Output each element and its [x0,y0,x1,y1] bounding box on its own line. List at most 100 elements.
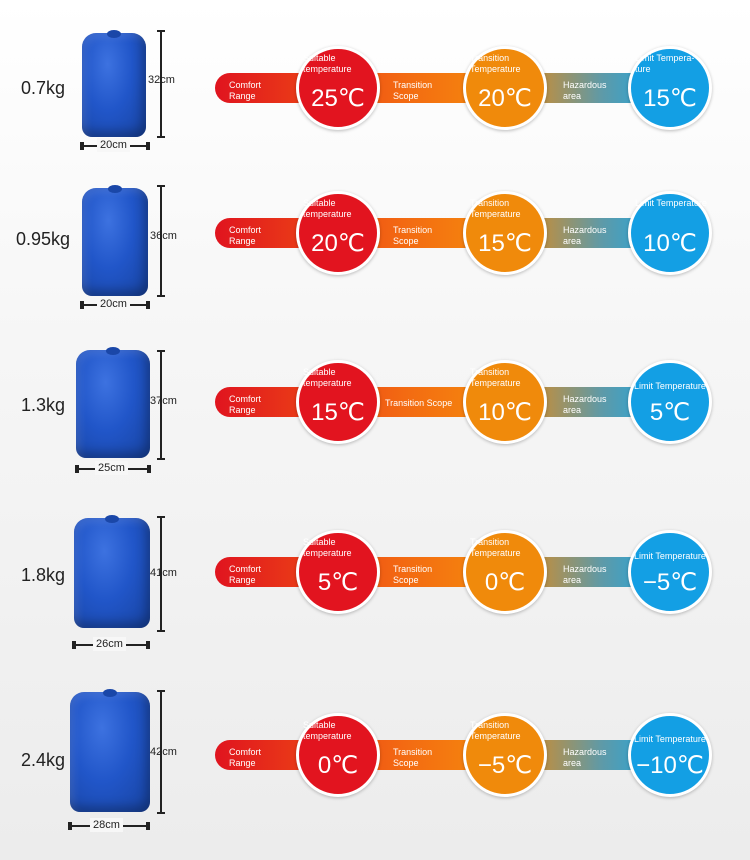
spec-row-3: 1.8kg 41cm 26cm Comfort Range Transition… [0,490,750,660]
width-label: 26cm [93,637,126,651]
transition-scope-label: Transition Scope [393,80,433,101]
width-label: 25cm [95,461,128,475]
limit-temperature-circle: Limit Tempera- ture 15℃ [628,46,712,130]
suitable-temperature-value: 5℃ [317,569,359,596]
comfort-range-label: Comfort Range [229,225,262,246]
comfort-range-label: Comfort Range [229,564,262,585]
limit-temperature-title: Limit Temperature [634,551,706,561]
sleeping-bag-icon [70,689,150,812]
limit-temperature-title: Limit Temperature [634,381,706,391]
suitable-temperature-circle: Suitable temperature 25℃ [296,46,380,130]
width-dimension-line: 26cm [72,637,150,651]
suitable-temperature-title: Suitable temperature [303,53,352,74]
weight-label: 1.3kg [20,395,66,415]
hazardous-area-label: Hazardous area [563,394,607,415]
transition-temperature-value: −5℃ [477,752,533,779]
transition-temperature-title: Transition Temperature [470,537,521,558]
suitable-temperature-title: Suitable temperature [303,198,352,219]
transition-scope-label: Transition Scope [393,747,433,768]
comfort-range-label: Comfort Range [229,747,262,768]
temperature-scale-bar: Comfort Range Transition Scope Hazardous… [215,740,665,770]
suitable-temperature-value: 15℃ [311,399,365,426]
suitable-temperature-value: 20℃ [311,230,365,257]
hazardous-area-label: Hazardous area [563,564,607,585]
height-dimension-line [157,185,165,297]
suitable-temperature-title: Suitable temperature [303,537,352,558]
transition-temperature-value: 15℃ [478,230,532,257]
temperature-scale-bar: Comfort Range Transition Scope Hazardous… [215,557,665,587]
suitable-temperature-value: 0℃ [317,752,359,779]
limit-temperature-circle: Limit Temperature −5℃ [628,530,712,614]
sleeping-bag-icon [74,515,150,628]
suitable-temperature-title: Suitable temperature [303,367,352,388]
hazardous-area-label: Hazardous area [563,747,607,768]
weight-label: 0.7kg [20,78,66,98]
limit-temperature-value: −10℃ [636,752,704,779]
height-label: 32cm [148,74,175,86]
transition-temperature-title: Transition Temperature [470,720,521,741]
transition-temperature-title: Transition Temperature [470,198,521,219]
suitable-temperature-title: Suitable temperature [303,720,352,741]
spec-row-1: 0.95kg 36cm 20cm Comfort Range Transitio… [0,150,750,320]
transition-temperature-circle: Transition Temperature −5℃ [463,713,547,797]
spec-row-4: 2.4kg 42cm 28cm Comfort Range Transition… [0,670,750,840]
spec-row-2: 1.3kg 37cm 25cm Comfort Range Transition… [0,320,750,490]
width-label: 28cm [90,818,123,832]
comfort-range-label: Comfort Range [229,80,262,101]
limit-temperature-title: Limit Temperature [635,198,707,208]
comfort-range-label: Comfort Range [229,394,262,415]
spec-row-0: 0.7kg 32cm 20cm Comfort Range Transition… [0,0,750,170]
transition-temperature-value: 0℃ [484,569,526,596]
hazardous-area-label: Hazardous area [563,225,607,246]
weight-label: 0.95kg [15,229,71,249]
suitable-temperature-value: 25℃ [311,85,365,112]
height-label: 36cm [150,230,177,242]
transition-scope-label: Transition Scope [385,398,453,408]
width-label: 20cm [97,297,130,311]
limit-temperature-circle: Limit Temperature 5℃ [628,360,712,444]
transition-temperature-circle: Transition Temperature 15℃ [463,191,547,275]
temperature-scale-bar: Comfort Range Transition Scope Hazardous… [215,73,665,103]
transition-scope-label: Transition Scope [393,225,433,246]
width-label: 20cm [97,138,130,152]
limit-temperature-circle: Limit Temperature −10℃ [628,713,712,797]
transition-temperature-title: Transition Temperature [470,367,521,388]
transition-temperature-value: 20℃ [478,85,532,112]
limit-temperature-value: 10℃ [643,230,697,257]
temperature-scale-bar: Comfort Range Transition Scope Hazardous… [215,218,665,248]
suitable-temperature-circle: Suitable temperature 0℃ [296,713,380,797]
sleeping-bag-icon [82,185,148,296]
transition-temperature-circle: Transition Temperature 10℃ [463,360,547,444]
height-dimension-line [157,516,165,632]
hazardous-area-label: Hazardous area [563,80,607,101]
height-dimension-line [157,30,165,138]
transition-temperature-circle: Transition Temperature 0℃ [463,530,547,614]
width-dimension-line: 28cm [68,818,150,832]
weight-label: 2.4kg [20,750,66,770]
weight-label: 1.8kg [20,565,66,585]
sleeping-bag-icon [82,30,146,137]
limit-temperature-value: −5℃ [642,569,698,596]
sleeping-bag-icon [76,347,150,458]
temperature-scale-bar: Comfort Range Transition Scope Hazardous… [215,387,665,417]
height-label: 42cm [150,746,177,758]
transition-scope-label: Transition Scope [393,564,433,585]
limit-temperature-title: Limit Temperature [634,734,706,744]
width-dimension-line: 20cm [80,297,150,311]
transition-temperature-circle: Transition Temperature 20℃ [463,46,547,130]
limit-temperature-value: 15℃ [643,85,697,112]
transition-temperature-title: Transition Temperature [470,53,521,74]
suitable-temperature-circle: Suitable temperature 15℃ [296,360,380,444]
height-dimension-line [157,350,165,460]
width-dimension-line: 25cm [75,461,151,475]
height-label: 37cm [150,395,177,407]
transition-temperature-value: 10℃ [478,399,532,426]
suitable-temperature-circle: Suitable temperature 20℃ [296,191,380,275]
suitable-temperature-circle: Suitable temperature 5℃ [296,530,380,614]
limit-temperature-title: Limit Tempera- ture [635,53,695,74]
height-dimension-line [157,690,165,814]
width-dimension-line: 20cm [80,138,150,152]
limit-temperature-circle: Limit Temperature 10℃ [628,191,712,275]
height-label: 41cm [150,567,177,579]
limit-temperature-value: 5℃ [649,399,691,426]
